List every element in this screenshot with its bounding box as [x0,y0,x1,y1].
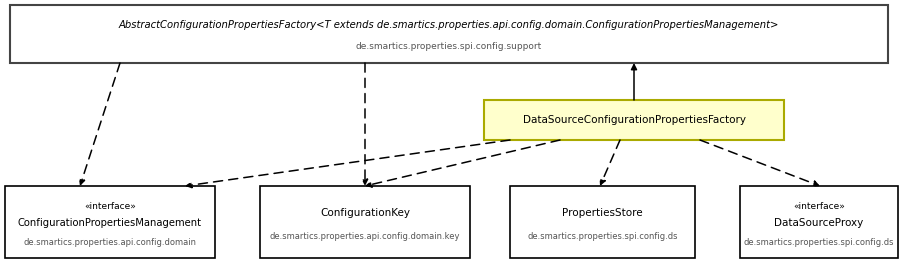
Text: de.smartics.properties.spi.config.ds: de.smartics.properties.spi.config.ds [743,238,893,247]
Text: ConfigurationKey: ConfigurationKey [320,208,410,218]
Text: de.smartics.properties.spi.config.ds: de.smartics.properties.spi.config.ds [526,232,677,241]
Text: «interface»: «interface» [792,202,844,211]
Text: DataSourceProxy: DataSourceProxy [774,218,862,228]
Bar [740,186,897,258]
Text: «interface»: «interface» [84,202,135,211]
Text: de.smartics.properties.spi.config.support: de.smartics.properties.spi.config.suppor… [356,42,542,51]
Bar [10,5,887,63]
Bar [260,186,470,258]
Text: de.smartics.properties.api.config.domain: de.smartics.properties.api.config.domain [23,238,196,247]
Bar [509,186,694,258]
Bar [483,100,783,140]
Text: ConfigurationPropertiesManagement: ConfigurationPropertiesManagement [18,218,201,228]
Text: PropertiesStore: PropertiesStore [562,208,642,218]
Text: DataSourceConfigurationPropertiesFactory: DataSourceConfigurationPropertiesFactory [522,115,745,125]
Text: AbstractConfigurationPropertiesFactory<T extends de.smartics.properties.api.conf: AbstractConfigurationPropertiesFactory<T… [118,20,778,30]
Text: de.smartics.properties.api.config.domain.key: de.smartics.properties.api.config.domain… [269,232,460,241]
Bar [5,186,215,258]
